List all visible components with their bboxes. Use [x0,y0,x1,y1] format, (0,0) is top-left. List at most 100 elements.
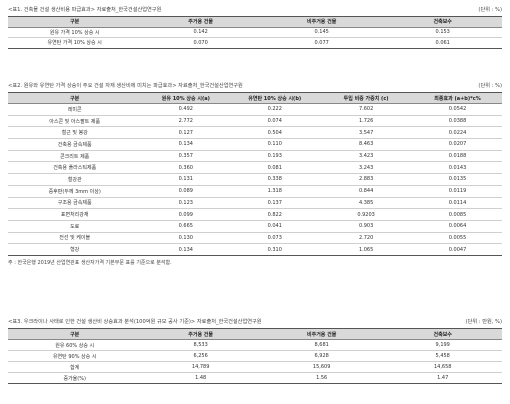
table-cell: 0.903 [319,220,414,233]
table-row: 건축용 금속제품 0.134 0.110 8.463 0.0207 [8,138,502,151]
table3-header-cell: 구분 [8,328,142,340]
table-cell: 4.385 [319,197,414,210]
table-row: 전선 및 케이블 0.130 0.073 2.720 0.0055 [8,232,502,245]
table1-caption-row: <표1. 건축물 건설 생산비용 파급효과> 자료출처_한국건설산업연구원 (단… [8,6,502,13]
table-cell: 0.153 [383,27,502,39]
table1-header-cell: 주거용 건물 [141,16,260,28]
table2: 구분 원유 10% 상승 시(a) 유연탄 10% 상승 시(b) 투입 비중 … [8,92,502,256]
table-row: 표면처리강재 0.099 0.822 0.9203 0.0085 [8,208,502,221]
table-cell: 8,681 [259,339,384,351]
table-cell: 0.137 [230,197,320,210]
table-cell: 2.883 [319,173,414,186]
table-cell: 14,658 [383,361,502,373]
table-row: 원유 60% 상승 시 8,533 8,681 9,199 [8,339,502,351]
table-cell: 0.492 [141,103,231,116]
table-cell: 0.0064 [413,220,502,233]
table-cell: 0.110 [230,138,320,151]
table-row: 구조용 금속제품 0.123 0.137 4.385 0.0114 [8,197,502,210]
table1: 구분 주거용 건물 비주거용 건물 건축보수 원유 가격 10% 상승 시 0.… [8,16,502,49]
table-cell: 원유 가격 10% 상승 시 [8,27,142,39]
table3: 구분 주거용 건물 비주거용 건물 건축보수 원유 60% 상승 시 8,533 8… [8,328,502,384]
table1-caption: <표1. 건축물 건설 생산비용 파급효과> 자료출처_한국건설산업연구원 [8,7,162,13]
table-cell: 0.145 [259,27,384,39]
table1-header-cell: 건축보수 [383,16,502,28]
table-cell: 아스콘 및 아스팔트 제품 [8,115,142,128]
table-cell: 8,533 [141,339,260,351]
table2-caption: <표2. 원유와 유연탄 가격 상승이 주요 건설 자재 생산비에 미치는 파급… [8,83,243,89]
table-cell: 6,256 [141,350,260,362]
table-cell: 1.726 [319,115,414,128]
table1-header-cell: 구분 [8,16,142,28]
table-row: 아스콘 및 아스팔트 제품 2.772 0.074 1.726 0.0388 [8,115,502,128]
table-cell: 0.070 [141,37,260,49]
table-cell: 0.061 [383,37,502,49]
table2-header-cell: 유연탄 10% 상승 시(b) [230,92,320,104]
table-row: 철강관 0.131 0.338 2.883 0.0135 [8,173,502,186]
table3-unit: (단위 : 만원, %) [465,319,502,325]
table-cell: 원유 60% 상승 시 [8,339,142,351]
table2-caption-row: <표2. 원유와 유연탄 가격 상승이 주요 건설 자재 생산비에 미치는 파급… [8,82,502,89]
table-cell: 2.772 [141,115,231,128]
table-row: 원유 가격 10% 상승 시 0.142 0.145 0.153 [8,27,502,39]
table-cell: 0.123 [141,197,231,210]
table-cell: 0.338 [230,173,320,186]
table-cell: 0.081 [230,161,320,175]
table-cell: 0.0119 [413,185,502,198]
table-row: 콘크리트 제품 0.357 0.193 3.423 0.0188 [8,150,502,163]
table-cell: 표면처리강재 [8,208,142,221]
table-cell: 14,789 [141,361,260,373]
table-cell: 콘크리트 제품 [8,150,142,163]
table-cell: 3.243 [319,161,414,175]
table-cell: 철강관 [8,173,142,186]
table-cell: 건축용 금속제품 [8,138,142,151]
table1-unit: (단위 : %) [478,7,502,13]
table2-note: 주 : 한국은행 2019년 산업연관표 생산자가격 기본부문 표를 기준으로 … [8,260,172,266]
table-cell: 0.074 [230,115,320,128]
table-row: 철근 및 봉강 0.127 0.504 3.547 0.0224 [8,126,502,140]
table-cell: 0.0047 [413,243,502,256]
table-cell: 철근 및 봉강 [8,126,142,140]
table-cell: 1.318 [230,185,320,198]
table-cell: 0.131 [141,173,231,186]
table-cell: 유연탄 90% 상승 시 [8,350,142,362]
table-cell: 0.0388 [413,115,502,128]
table-cell: 6,928 [259,350,384,362]
table3-header-row: 구분 주거용 건물 비주거용 건물 건축보수 [8,328,502,340]
table2-header-row: 구분 원유 10% 상승 시(a) 유연탄 10% 상승 시(b) 투입 비중 … [8,92,502,104]
table-cell: 1.48 [141,372,260,384]
table-row: 유연탄 90% 상승 시 6,256 6,928 5,458 [8,350,502,362]
table2-header-cell: 최종효과 (a+b)*c% [413,92,502,104]
table-cell: 0.127 [141,126,231,140]
table-row: 유연탄 가격 10% 상승 시 0.070 0.077 0.061 [8,37,502,49]
table-cell: 전선 및 케이블 [8,232,142,245]
table-cell: 5,458 [383,350,502,362]
table-cell: 0.0114 [413,197,502,210]
table-cell: 0.089 [141,185,231,198]
table-cell: 0.130 [141,232,231,245]
table-cell: 구조용 금속제품 [8,197,142,210]
table-cell: 0.0207 [413,138,502,151]
table-cell: 0.041 [230,220,320,233]
table-cell: 도료 [8,220,142,233]
table-cell: 1.56 [259,372,384,384]
table-cell: 0.0143 [413,161,502,175]
table-cell: 3.423 [319,150,414,163]
table-cell: 0.357 [141,150,231,163]
table-cell: 0.077 [259,37,384,49]
table-cell: 0.099 [141,208,231,221]
table-cell: 0.0135 [413,173,502,186]
table-cell: 1.065 [319,243,414,256]
table2-header-cell: 원유 10% 상승 시(a) [141,92,231,104]
table3-caption: <표3. 우크라이나 사태로 인한 건설 생산비 상승효과 분석(100억원 규… [8,319,262,325]
table-cell: 형강 [8,243,142,256]
table-cell: 0.073 [230,232,320,245]
table-row: 합계 14,789 15,609 14,658 [8,361,502,373]
table-cell: 합계 [8,361,142,373]
table-cell: 7.602 [319,103,414,116]
table3-caption-row: <표3. 우크라이나 사태로 인한 건설 생산비 상승효과 분석(100억원 규… [8,318,502,325]
table-row: 형강 0.134 0.310 1.065 0.0047 [8,243,502,256]
table-row: 건축용 플라스틱제품 0.360 0.081 3.243 0.0143 [8,161,502,175]
table-cell: 0.222 [230,103,320,116]
table2-header-cell: 투입 비중 가중치 (c) [319,92,414,104]
